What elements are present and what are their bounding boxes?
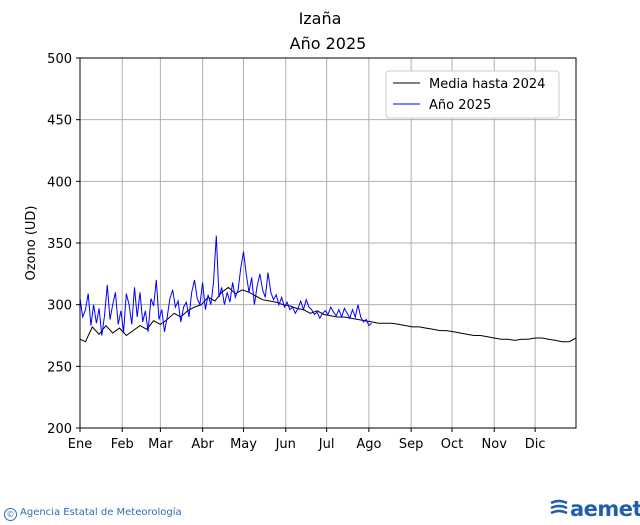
ozone-chart: Izaña Año 2025 200 250 300 350 400 450 500 Ene…	[24, 9, 577, 452]
legend: Media hasta 2024 Año 2025	[385, 70, 560, 119]
y-tick-label: 500	[47, 52, 72, 67]
y-tick-label: 200	[47, 422, 72, 437]
x-tick-label: Abr	[191, 437, 214, 452]
legend-label-2025: Año 2025	[429, 98, 491, 113]
chart-subtitle: Año 2025	[290, 34, 367, 53]
x-tick-label: Feb	[111, 437, 134, 452]
legend-box	[385, 70, 560, 119]
y-axis: 200 250 300 350 400 450 500	[47, 52, 80, 437]
x-tick-label: Ago	[356, 437, 381, 452]
y-tick-label: 350	[47, 237, 72, 252]
x-axis: Ene Feb Mar Abr May Jun Jul Ago Sep Oct Nov Dic	[68, 428, 546, 452]
y-tick-label: 400	[47, 175, 72, 190]
x-tick-label: Jun	[275, 437, 296, 452]
x-tick-label: Nov	[482, 437, 508, 452]
series-layer	[79, 235, 577, 343]
aemet-logo-text: aemet	[570, 497, 640, 521]
x-tick-label: Jul	[318, 437, 335, 452]
aemet-swirl-icon	[550, 499, 568, 515]
y-tick-label: 450	[47, 114, 72, 129]
agency-name: Agencia Estatal de Meteorología	[20, 507, 182, 518]
x-tick-label: Oct	[441, 437, 463, 452]
grid-lines	[79, 57, 576, 429]
series-line-media-hasta-2024	[79, 286, 577, 343]
agency-credit: © Agencia Estatal de Meteorología	[4, 507, 182, 521]
chart-title: Izaña	[299, 9, 342, 28]
series-line-ano-2025	[79, 235, 372, 336]
y-tick-label: 300	[47, 299, 72, 314]
x-tick-label: Sep	[399, 437, 424, 452]
x-tick-label: Dic	[525, 437, 546, 452]
y-axis-label: Ozono (UD)	[24, 205, 39, 280]
copyright-icon: ©	[4, 508, 17, 521]
aemet-logo[interactable]: aemet	[548, 497, 640, 521]
y-tick-label: 250	[47, 360, 72, 375]
x-tick-label: Ene	[68, 437, 92, 452]
x-tick-label: Mar	[148, 437, 173, 452]
legend-label-media: Media hasta 2024	[429, 77, 545, 92]
x-tick-label: May	[230, 437, 257, 452]
